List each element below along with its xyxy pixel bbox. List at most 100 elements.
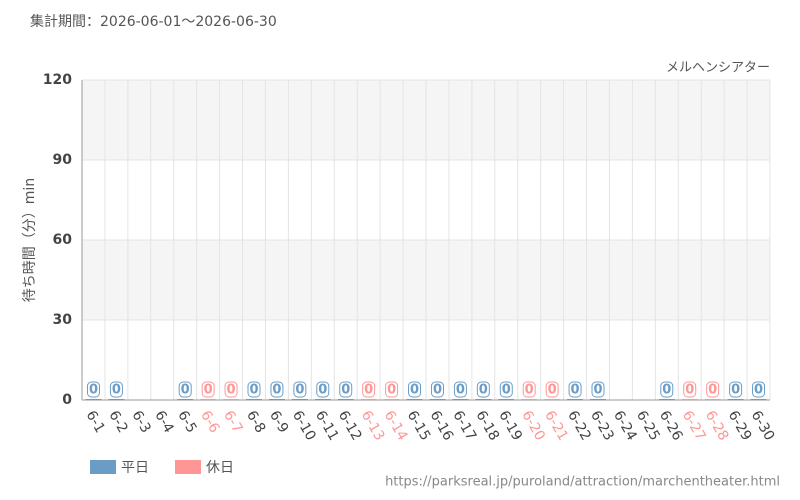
value-label: 0	[433, 383, 442, 398]
value-label-box	[591, 381, 605, 398]
bar	[475, 399, 492, 400]
bar	[383, 399, 400, 400]
value-label-box	[729, 381, 743, 398]
value-label-box	[752, 381, 766, 398]
value-label: 0	[249, 383, 258, 398]
value-label-box	[408, 381, 422, 398]
legend-label: 休日	[206, 460, 234, 476]
value-label-box	[224, 381, 238, 398]
legend-swatch	[90, 460, 116, 474]
y-tick-label: 90	[53, 152, 73, 168]
x-tick-label: 6-17	[449, 408, 479, 444]
value-label: 0	[708, 383, 717, 398]
value-label: 0	[387, 383, 396, 398]
bar	[108, 399, 125, 400]
value-label: 0	[89, 383, 98, 398]
value-label: 0	[456, 383, 465, 398]
x-tick-label: 6-23	[587, 408, 617, 444]
value-label-box	[545, 381, 559, 398]
x-tick-label: 6-25	[633, 408, 663, 444]
x-tick-label: 6-20	[518, 408, 548, 444]
bar	[314, 399, 331, 400]
value-label-box	[316, 381, 330, 398]
bar	[498, 399, 515, 400]
bar	[291, 399, 308, 400]
x-tick-label: 6-9	[266, 408, 291, 436]
x-tick-label: 6-7	[220, 408, 245, 436]
value-label-box	[568, 381, 582, 398]
x-tick-label: 6-10	[289, 408, 319, 444]
bar	[452, 399, 469, 400]
value-label: 0	[112, 383, 121, 398]
bar	[544, 399, 561, 400]
y-tick-label: 30	[53, 312, 73, 328]
bar	[406, 399, 423, 400]
x-tick-label: 6-27	[679, 408, 709, 444]
bar	[200, 399, 217, 400]
value-label-box	[683, 381, 697, 398]
x-tick-label: 6-5	[174, 408, 199, 436]
value-label: 0	[685, 383, 694, 398]
value-label-box	[430, 381, 444, 398]
value-label: 0	[571, 383, 580, 398]
x-tick-label: 6-14	[381, 408, 411, 444]
legend-swatch	[175, 460, 201, 474]
x-tick-label: 6-24	[610, 408, 640, 444]
x-tick-label: 6-15	[404, 408, 434, 444]
bar	[360, 399, 377, 400]
y-tick-label: 120	[43, 72, 72, 88]
bar	[521, 399, 538, 400]
x-tick-label: 6-6	[197, 408, 222, 436]
bar	[589, 399, 607, 400]
bar	[85, 399, 102, 400]
x-tick-label: 6-26	[656, 408, 686, 444]
value-label-box	[362, 381, 376, 398]
value-label-box	[499, 381, 513, 398]
bar	[268, 399, 285, 400]
chart-title: 集計期間：2026-06-01～2026-06-30	[30, 13, 277, 30]
x-tick-label: 6-28	[702, 408, 732, 444]
x-tick-label: 6-1	[83, 408, 108, 436]
x-tick-label: 6-30	[748, 408, 778, 444]
bar	[750, 399, 767, 400]
x-tick-label: 6-8	[243, 408, 268, 436]
value-label: 0	[364, 383, 373, 398]
bar	[567, 399, 584, 400]
x-tick-label: 6-19	[495, 408, 525, 444]
bar	[245, 399, 263, 400]
x-tick-label: 6-21	[541, 408, 571, 444]
value-label: 0	[479, 383, 488, 398]
x-tick-label: 6-13	[358, 408, 388, 444]
bar	[658, 399, 675, 400]
value-label-box	[476, 381, 490, 398]
bar	[223, 399, 240, 400]
bar	[704, 399, 721, 400]
value-label-box	[660, 381, 674, 398]
y-tick-label: 60	[53, 232, 73, 248]
value-label-box	[385, 381, 399, 398]
x-tick-label: 6-4	[151, 408, 176, 436]
y-tick-label: 0	[62, 392, 72, 408]
value-label: 0	[204, 383, 213, 398]
value-label: 0	[181, 383, 190, 398]
value-label: 0	[318, 383, 327, 398]
value-label: 0	[227, 383, 236, 398]
value-label-box	[339, 381, 353, 398]
value-label: 0	[502, 383, 511, 398]
value-label-box	[293, 381, 307, 398]
bar	[681, 399, 698, 400]
value-label: 0	[525, 383, 534, 398]
value-label-box	[522, 381, 536, 398]
value-label-box	[178, 381, 192, 398]
bar	[727, 399, 744, 400]
x-tick-label: 6-16	[427, 408, 457, 444]
bar	[337, 399, 354, 400]
value-label: 0	[548, 383, 557, 398]
chart-subtitle: メルヘンシアター	[666, 61, 770, 76]
x-tick-label: 6-2	[105, 408, 130, 436]
x-tick-label: 6-22	[564, 408, 594, 444]
value-label-box	[247, 381, 261, 398]
x-tick-label: 6-18	[472, 408, 502, 444]
value-label: 0	[754, 383, 763, 398]
